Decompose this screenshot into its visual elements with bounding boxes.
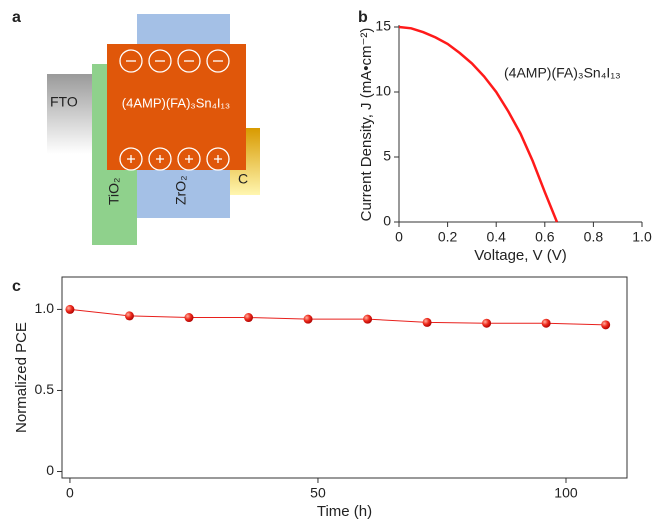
layer-label: C bbox=[238, 171, 248, 187]
x-tick-label: 100 bbox=[554, 485, 578, 501]
y-axis-label: Normalized PCE bbox=[13, 322, 30, 433]
data-point bbox=[541, 318, 551, 328]
x-tick-label: 0 bbox=[395, 229, 403, 245]
layer-label: TiO₂ bbox=[106, 178, 122, 205]
x-tick-label: 50 bbox=[310, 485, 326, 501]
data-point bbox=[303, 314, 313, 324]
data-point bbox=[184, 313, 194, 323]
y-tick-label: 1.0 bbox=[35, 300, 55, 316]
x-tick-label: 0.4 bbox=[486, 229, 506, 245]
y-tick-label: 10 bbox=[375, 83, 391, 99]
data-point bbox=[65, 304, 75, 314]
plot-frame bbox=[61, 276, 628, 479]
y-tick-label: 0 bbox=[383, 213, 391, 229]
y-tick-label: 0 bbox=[46, 462, 54, 478]
y-tick-label: 15 bbox=[375, 18, 391, 34]
data-point bbox=[601, 320, 611, 330]
charges bbox=[119, 49, 230, 171]
layer-label: ZrO₂ bbox=[173, 175, 189, 205]
data-point bbox=[363, 314, 373, 324]
data-point bbox=[124, 311, 134, 321]
panel-label: b bbox=[358, 9, 368, 26]
y-tick-label: 5 bbox=[383, 148, 391, 164]
x-tick-label: 0.6 bbox=[535, 229, 555, 245]
device-diagram: a FTO TiO₂ ZrO₂ C (4AMP)(FA)₃Sn₄I₁₃ bbox=[12, 9, 260, 245]
layer-label: (4AMP)(FA)₃Sn₄I₁₃ bbox=[122, 95, 230, 110]
y-axis-label: Current Density, J (mA•cm⁻²) bbox=[358, 28, 375, 222]
annotation: (4AMP)(FA)₃Sn₄I₁₃ bbox=[504, 65, 621, 81]
series-line bbox=[398, 25, 559, 223]
x-tick-label: 0 bbox=[66, 485, 74, 501]
x-tick-label: 1.0 bbox=[632, 229, 652, 245]
data-point bbox=[482, 318, 492, 328]
x-tick-label: 0.8 bbox=[584, 229, 604, 245]
x-axis-label: Time (h) bbox=[317, 503, 372, 519]
panel-label: a bbox=[12, 9, 21, 26]
x-tick-label: 0.2 bbox=[438, 229, 458, 245]
data-point bbox=[244, 313, 254, 323]
x-axis-label: Voltage, V (V) bbox=[474, 247, 567, 264]
series-line bbox=[69, 308, 606, 326]
data-point bbox=[422, 317, 432, 327]
y-tick-label: 0.5 bbox=[35, 381, 55, 397]
panel-label: c bbox=[12, 278, 21, 295]
layer-label: FTO bbox=[50, 94, 78, 110]
